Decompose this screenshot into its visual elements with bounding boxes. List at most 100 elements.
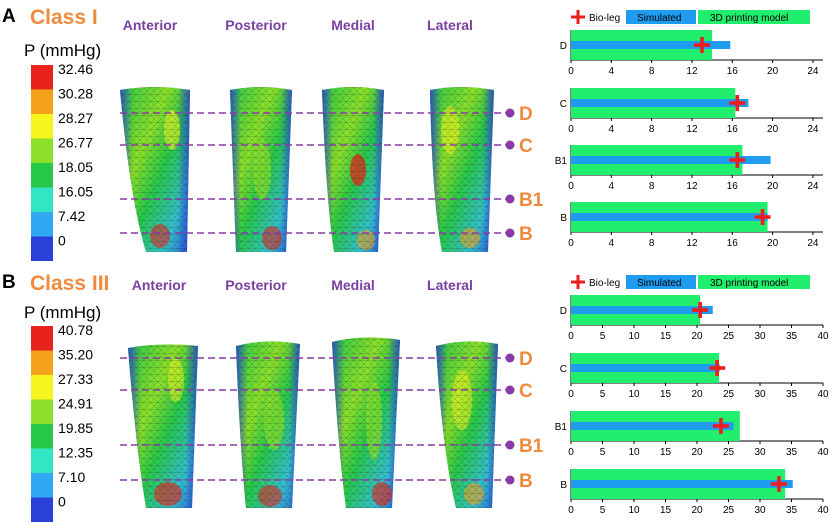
- colorbar-title-a: P (mmHg): [24, 41, 101, 60]
- colorbar-label: 12.35: [58, 445, 93, 461]
- bar-category-label: D: [560, 41, 567, 52]
- bar-category-label: B1: [555, 422, 568, 433]
- bar-x-tick-label: 0: [568, 181, 574, 192]
- level-label: B1: [519, 436, 544, 457]
- bar-x-tick-label: 35: [786, 331, 798, 342]
- colorbar-swatch: [31, 138, 53, 163]
- panel-letter-b: B: [2, 272, 16, 293]
- colorbar-label: 30.28: [58, 86, 93, 102]
- bar-x-tick-label: 8: [649, 66, 655, 77]
- bar-x-tick-label: 24: [807, 181, 819, 192]
- colorbar-label: 19.85: [58, 420, 93, 436]
- bio-leg-marker: [777, 476, 781, 492]
- bar-category-label: B: [560, 213, 567, 224]
- level-label: C: [519, 136, 533, 157]
- bio-leg-marker: [698, 302, 702, 318]
- bar-x-tick-label: 30: [754, 331, 766, 342]
- bar-x-tick-label: 24: [807, 66, 819, 77]
- class-title-a: Class I: [30, 6, 98, 29]
- level-marker: [505, 194, 515, 204]
- bar-x-tick-label: 0: [568, 331, 574, 342]
- colorbar-label: 40.78: [58, 322, 93, 338]
- bar-category-label: C: [560, 364, 567, 375]
- bar-x-tick-label: 10: [628, 447, 640, 458]
- view-label-anterior-a: Anterior: [123, 17, 178, 33]
- colorbar-swatch: [31, 212, 53, 237]
- bar-simulated: [571, 99, 749, 107]
- bar-legend-b: Bio-leg Simulated 3D printing model: [571, 275, 810, 289]
- bar-simulated: [571, 306, 713, 314]
- level-marker: [505, 228, 515, 238]
- colorbar-swatch: [31, 65, 53, 90]
- level-marker: [505, 440, 515, 450]
- bar-x-tick-label: 30: [754, 447, 766, 458]
- colorbar-swatch: [31, 448, 53, 473]
- level-label: B: [519, 471, 533, 492]
- colorbar-label: 7.42: [58, 208, 85, 224]
- colorbar-label: 26.77: [58, 135, 93, 151]
- colorbar-label: 18.05: [58, 159, 93, 175]
- bar-x-tick-label: 20: [691, 331, 703, 342]
- bio-leg-marker: [760, 209, 765, 225]
- bar-x-tick-label: 20: [691, 505, 703, 516]
- bar-x-tick-label: 30: [754, 505, 766, 516]
- view-label-anterior-b: Anterior: [132, 277, 187, 293]
- bar-x-tick-label: 12: [686, 124, 698, 135]
- colorbar-b: 40.78 35.20 27.33 24.91 19.85 12.35 7.10 0: [31, 322, 93, 522]
- colorbar-label: 28.27: [58, 110, 93, 126]
- bar-x-tick-label: 8: [649, 181, 655, 192]
- colorbar-label: 0: [58, 494, 66, 510]
- bar-x-tick-label: 20: [691, 389, 703, 400]
- bar-x-tick-label: 30: [754, 389, 766, 400]
- leg-render-lateral-a: [430, 87, 494, 252]
- view-label-medial-a: Medial: [331, 17, 375, 33]
- level-marker: [505, 140, 515, 150]
- bar-x-tick-label: 15: [660, 505, 672, 516]
- colorbar-label: 7.10: [58, 469, 85, 485]
- view-label-posterior-b: Posterior: [225, 277, 287, 293]
- colorbar-label: 32.46: [58, 61, 93, 77]
- view-label-lateral-a: Lateral: [427, 17, 473, 33]
- colorbar-swatch: [31, 163, 53, 188]
- colorbar-label: 0: [58, 233, 66, 249]
- leg-render-medial-b: [332, 337, 400, 508]
- bar-simulated: [571, 156, 771, 164]
- bar-x-tick-label: 16: [727, 238, 739, 249]
- bar-x-tick-label: 15: [660, 447, 672, 458]
- bar-x-tick-label: 0: [568, 389, 574, 400]
- bar-legend-a: Bio-leg Simulated 3D printing model: [571, 10, 810, 24]
- bar-x-tick-label: 25: [723, 331, 735, 342]
- level-label: B: [519, 224, 533, 245]
- level-marker: [505, 353, 515, 363]
- level-label: D: [519, 349, 533, 370]
- legend-printing-label: 3D printing model: [710, 13, 788, 24]
- leg-render-posterior-b: [236, 341, 300, 508]
- bar-x-tick-label: 5: [600, 389, 606, 400]
- bar-x-tick-label: 0: [568, 238, 574, 249]
- colorbar-swatch: [31, 424, 53, 449]
- panel-letter-a: A: [2, 6, 16, 27]
- view-label-medial-b: Medial: [331, 277, 375, 293]
- bar-x-tick-label: 4: [609, 66, 615, 77]
- legend-bio-leg-marker: [576, 275, 580, 289]
- leg-render-posterior-a: [230, 87, 292, 252]
- bar-category-label: B: [560, 480, 567, 491]
- level-marker: [505, 475, 515, 485]
- level-label: C: [519, 381, 533, 402]
- legend-bio-leg-label: Bio-leg: [589, 278, 620, 289]
- bar-charts-a: D 0 4 8 12 16 20 24 C 0 4 8 12 16 20 24 B1 0 4 8 12 16 20 24 B 0 4…: [555, 30, 823, 249]
- bar-x-tick-label: 20: [767, 124, 779, 135]
- view-label-posterior-a: Posterior: [225, 17, 287, 33]
- legend-bio-leg-marker: [576, 10, 580, 24]
- bar-x-tick-label: 16: [727, 124, 739, 135]
- bar-x-tick-label: 8: [649, 238, 655, 249]
- bar-x-tick-label: 5: [600, 331, 606, 342]
- bio-leg-marker: [719, 418, 723, 434]
- bar-x-tick-label: 12: [686, 66, 698, 77]
- panel-a: A Class I Anterior Posterior Medial Late…: [2, 6, 544, 261]
- bar-simulated: [571, 364, 720, 372]
- class-title-b: Class III: [30, 272, 109, 295]
- bar-x-tick-label: 24: [807, 238, 819, 249]
- bar-x-tick-label: 24: [807, 124, 819, 135]
- level-marker: [505, 108, 515, 118]
